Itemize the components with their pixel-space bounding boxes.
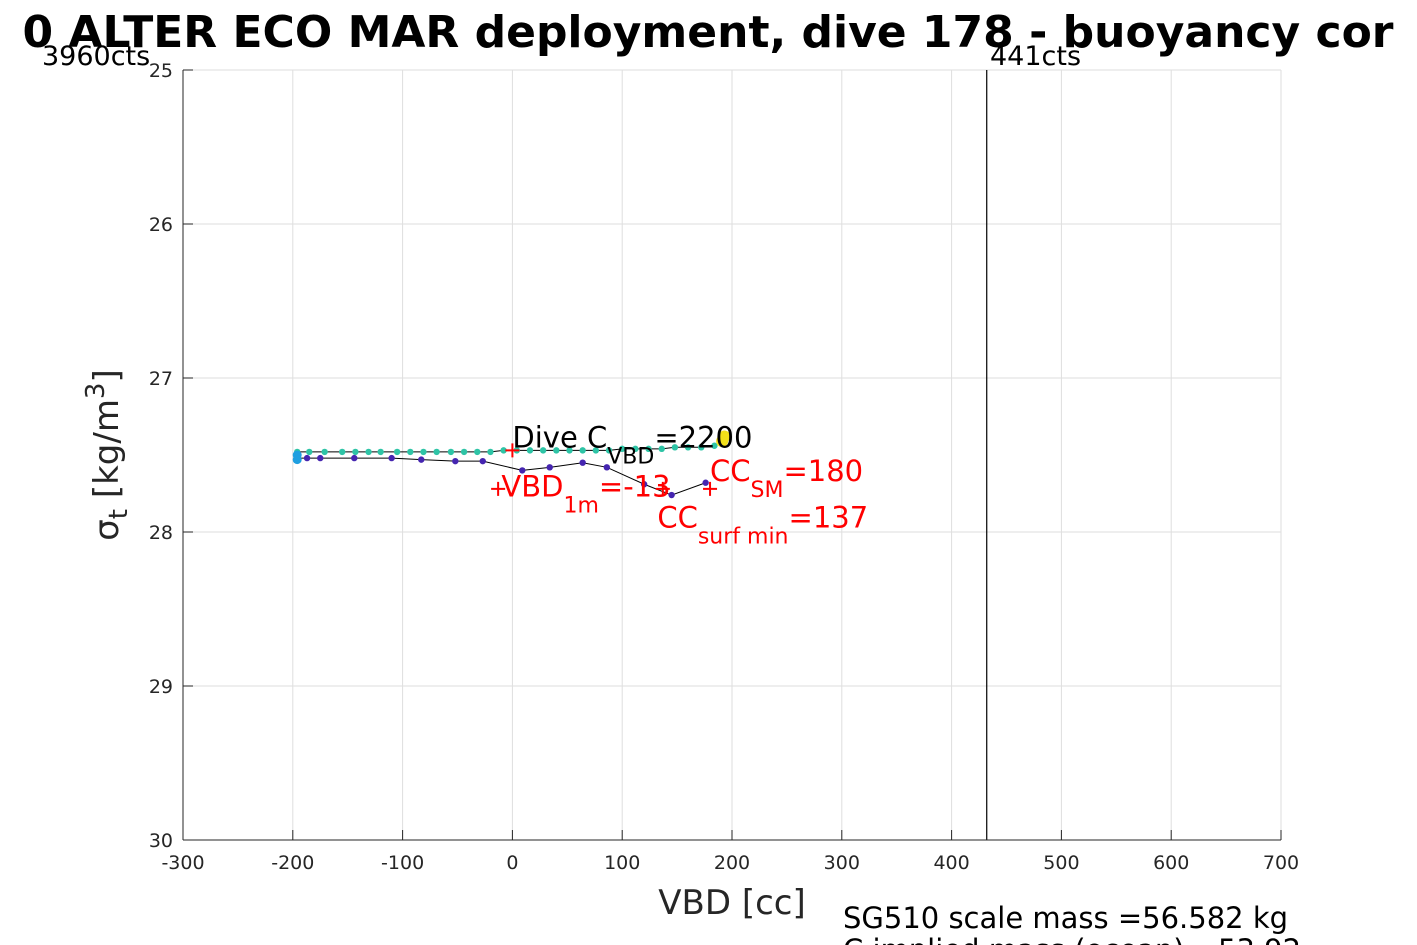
- x-tick-label: 200: [714, 852, 750, 874]
- x-tick-label: 400: [933, 852, 969, 874]
- footer-line-1: SG510 scale mass =56.582 kg: [843, 901, 1288, 935]
- y-tick-label: 25: [149, 60, 173, 82]
- axes: -300 -200 -100 0 100 200 300 400 500 600 700 25 26 27…: [149, 60, 1299, 874]
- annotation-main: CC: [710, 454, 751, 488]
- x-tick-label: -100: [381, 852, 424, 874]
- annotation-value: =137: [789, 500, 869, 534]
- data-point: [640, 481, 648, 488]
- y-tick-label: 29: [149, 676, 173, 698]
- y-tick-label: 30: [149, 830, 173, 852]
- annotation: CCSM=180: [710, 454, 863, 503]
- corner-label-left: 3960cts: [42, 41, 150, 72]
- y-axis-label-main: σ: [87, 519, 127, 541]
- data-point: [698, 444, 705, 451]
- data-point: [377, 448, 384, 456]
- data-point: [566, 447, 573, 454]
- red-plus-marker: [655, 481, 670, 496]
- x-tick-label: -300: [161, 852, 204, 874]
- data-point: [487, 448, 494, 456]
- x-axis-label: VBD [cc]: [658, 883, 806, 923]
- annotation-value: =180: [783, 454, 863, 488]
- data-point: [433, 448, 440, 456]
- x-tick-label: 700: [1263, 852, 1299, 874]
- data-point: [546, 464, 553, 471]
- data-point: [702, 479, 709, 486]
- surface-point: [716, 435, 729, 448]
- chart-title: 0 ALTER ECO MAR deployment, dive 178 - b…: [22, 7, 1393, 58]
- x-tick-label: 500: [1043, 852, 1079, 874]
- annotation-value: =-13: [599, 470, 671, 504]
- annotation-sub: VBD: [607, 444, 654, 469]
- data-point: [711, 442, 718, 449]
- annotation-value: =2200: [654, 420, 752, 454]
- red-plus-marker: [491, 481, 506, 496]
- y-axis-label-unit-close: ]: [87, 369, 127, 382]
- data-point: [317, 454, 324, 462]
- data-point: [407, 448, 414, 456]
- annotation-main: Dive C: [512, 420, 607, 454]
- data-point: [579, 459, 586, 466]
- data-point: [479, 457, 486, 465]
- data-point: [460, 448, 468, 456]
- y-axis-label: σt [kg/m3]: [81, 369, 134, 541]
- annotation-main: CC: [657, 500, 698, 534]
- data-point: [684, 444, 692, 451]
- footer-line-2: C implied mass (ocean) =53.92: [843, 933, 1301, 945]
- data-point: [605, 447, 613, 454]
- data-point: [418, 456, 425, 463]
- annotation-sub: SM: [751, 478, 784, 503]
- data-point: [619, 445, 626, 453]
- annotation: CCsurf min=137: [657, 500, 868, 549]
- data-point: [388, 454, 395, 462]
- data-point: [339, 448, 346, 456]
- plot-area: [292, 70, 988, 840]
- data-point: [420, 448, 427, 456]
- data-point: [592, 447, 600, 454]
- data-point: [519, 467, 526, 474]
- data-point: [526, 447, 534, 454]
- annotation-main: VBD: [501, 470, 563, 504]
- data-point: [447, 448, 455, 456]
- data-point: [500, 447, 507, 454]
- y-axis-label-unit-sup: 3: [81, 383, 111, 400]
- y-tick-label: 28: [149, 522, 173, 544]
- data-point: [452, 457, 459, 465]
- red-plus-marker: [703, 481, 718, 496]
- x-tick-label: 600: [1153, 852, 1189, 874]
- surface-point: [292, 455, 302, 465]
- data-point: [553, 447, 560, 454]
- data-point: [579, 447, 586, 454]
- y-axis-label-sub: t: [104, 509, 134, 519]
- x-tick-label: 300: [824, 852, 860, 874]
- annotation: Dive CVBD=2200: [512, 420, 752, 469]
- annotation-sub: surf min: [698, 524, 789, 549]
- data-point: [321, 448, 328, 456]
- annotation: VBD1m=-13: [501, 470, 670, 519]
- red-plus-marker: [505, 443, 520, 458]
- data-point: [351, 454, 358, 462]
- data-point: [632, 445, 639, 453]
- data-point: [393, 448, 401, 456]
- x-tick-label: -200: [271, 852, 314, 874]
- data-point: [668, 491, 675, 499]
- data-point: [603, 464, 611, 471]
- y-tick-label: 26: [149, 214, 173, 236]
- data-point: [365, 448, 372, 456]
- data-point: [474, 448, 481, 456]
- x-tick-label: 0: [506, 852, 518, 874]
- y-axis-label-unit: [kg/m: [87, 399, 127, 509]
- x-tick-label: 100: [604, 852, 640, 874]
- data-point: [658, 445, 665, 453]
- data-point: [671, 444, 679, 451]
- data-point: [352, 448, 359, 456]
- annotation-sub: 1m: [563, 494, 598, 519]
- corner-label-right: 441cts: [990, 41, 1081, 72]
- data-point: [645, 445, 652, 453]
- data-point: [539, 447, 547, 454]
- y-tick-label: 27: [149, 368, 173, 390]
- data-point: [306, 448, 313, 456]
- data-point: [303, 454, 311, 462]
